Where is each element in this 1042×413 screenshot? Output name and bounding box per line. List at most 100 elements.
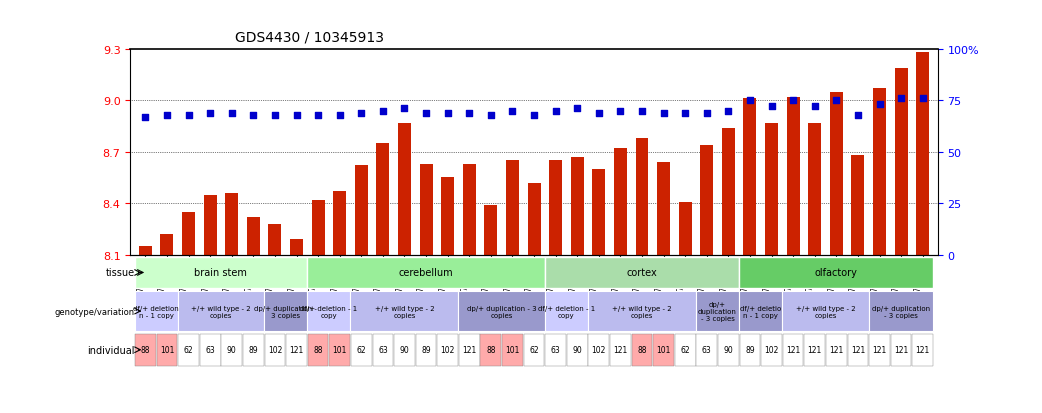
Point <box>612 108 628 114</box>
Text: 62: 62 <box>529 345 539 354</box>
Bar <box>441 178 454 255</box>
Text: 121: 121 <box>290 345 303 354</box>
Text: 121: 121 <box>850 345 865 354</box>
Bar <box>398 123 411 255</box>
Bar <box>269 224 281 255</box>
Bar <box>225 193 239 255</box>
FancyBboxPatch shape <box>804 334 825 366</box>
Text: 101: 101 <box>656 345 671 354</box>
Text: 62: 62 <box>183 345 194 354</box>
FancyBboxPatch shape <box>416 334 437 366</box>
FancyBboxPatch shape <box>761 334 782 366</box>
FancyBboxPatch shape <box>200 334 221 366</box>
Bar <box>873 89 886 255</box>
FancyBboxPatch shape <box>221 334 242 366</box>
FancyBboxPatch shape <box>675 334 696 366</box>
Bar <box>355 166 368 255</box>
Text: +/+ wild type - 2
copies: +/+ wild type - 2 copies <box>191 305 251 318</box>
Text: 63: 63 <box>551 345 561 354</box>
Bar <box>527 183 541 255</box>
Bar <box>376 144 390 255</box>
Point <box>914 95 931 102</box>
Text: 62: 62 <box>356 345 366 354</box>
Bar <box>722 128 735 255</box>
Text: 101: 101 <box>505 345 520 354</box>
Bar <box>614 149 627 255</box>
FancyBboxPatch shape <box>913 334 933 366</box>
Point <box>525 112 542 119</box>
Text: 101: 101 <box>332 345 347 354</box>
Point <box>849 112 866 119</box>
FancyBboxPatch shape <box>631 334 652 366</box>
Text: tissue: tissue <box>105 268 134 278</box>
Text: 88: 88 <box>638 345 647 354</box>
Text: 102: 102 <box>592 345 606 354</box>
FancyBboxPatch shape <box>394 334 415 366</box>
FancyBboxPatch shape <box>826 334 847 366</box>
Text: dp/+
duplication
- 3 copies: dp/+ duplication - 3 copies <box>698 301 737 321</box>
FancyBboxPatch shape <box>307 291 350 331</box>
Point <box>138 114 154 121</box>
Text: olfactory: olfactory <box>815 268 858 278</box>
Text: df/+ deletio
n - 1 copy: df/+ deletio n - 1 copy <box>740 305 782 318</box>
Point <box>396 106 413 112</box>
Text: +/+ wild type - 2
copies: +/+ wild type - 2 copies <box>375 305 435 318</box>
FancyBboxPatch shape <box>502 334 523 366</box>
Text: 90: 90 <box>227 345 237 354</box>
Point <box>267 112 283 119</box>
Text: 121: 121 <box>786 345 800 354</box>
FancyBboxPatch shape <box>588 291 696 331</box>
Point <box>223 110 240 116</box>
Point <box>591 110 607 116</box>
FancyBboxPatch shape <box>739 257 934 289</box>
FancyBboxPatch shape <box>696 334 717 366</box>
Text: 90: 90 <box>572 345 582 354</box>
Bar <box>160 235 173 255</box>
Point <box>504 108 521 114</box>
Text: cortex: cortex <box>626 268 658 278</box>
Bar <box>678 202 692 255</box>
FancyBboxPatch shape <box>589 334 610 366</box>
FancyBboxPatch shape <box>847 334 868 366</box>
Bar <box>203 195 217 255</box>
Bar <box>592 169 605 255</box>
Bar <box>182 212 195 255</box>
Point <box>180 112 197 119</box>
FancyBboxPatch shape <box>696 291 739 331</box>
Text: 89: 89 <box>248 345 258 354</box>
Point <box>245 112 262 119</box>
Point <box>289 112 305 119</box>
Text: 102: 102 <box>441 345 455 354</box>
Text: dp/+ duplication - 3
copies: dp/+ duplication - 3 copies <box>467 305 537 318</box>
Bar <box>787 97 799 255</box>
Text: df/+ deletion - 1
copy: df/+ deletion - 1 copy <box>538 305 595 318</box>
Text: 121: 121 <box>872 345 887 354</box>
FancyBboxPatch shape <box>458 334 479 366</box>
Point <box>202 110 219 116</box>
Text: 121: 121 <box>462 345 476 354</box>
FancyBboxPatch shape <box>545 334 566 366</box>
Text: GDS4430 / 10345913: GDS4430 / 10345913 <box>235 30 384 44</box>
Bar <box>916 53 929 255</box>
Bar <box>506 161 519 255</box>
FancyBboxPatch shape <box>134 257 307 289</box>
Bar <box>809 123 821 255</box>
Point <box>720 108 737 114</box>
Text: 88: 88 <box>141 345 150 354</box>
Text: +/+ wild type - 2
copies: +/+ wild type - 2 copies <box>612 305 672 318</box>
FancyBboxPatch shape <box>545 257 739 289</box>
FancyBboxPatch shape <box>739 291 783 331</box>
FancyBboxPatch shape <box>329 334 350 366</box>
Text: 63: 63 <box>378 345 388 354</box>
FancyBboxPatch shape <box>458 291 545 331</box>
FancyBboxPatch shape <box>740 334 761 366</box>
Text: 62: 62 <box>680 345 690 354</box>
Point <box>742 97 759 104</box>
Text: dp/+ duplication -
3 copies: dp/+ duplication - 3 copies <box>254 305 317 318</box>
FancyBboxPatch shape <box>783 334 803 366</box>
Point <box>569 106 586 112</box>
Text: dp/+ duplication
- 3 copies: dp/+ duplication - 3 copies <box>872 305 931 318</box>
Point <box>309 112 326 119</box>
Point <box>785 97 801 104</box>
Bar <box>312 200 324 255</box>
